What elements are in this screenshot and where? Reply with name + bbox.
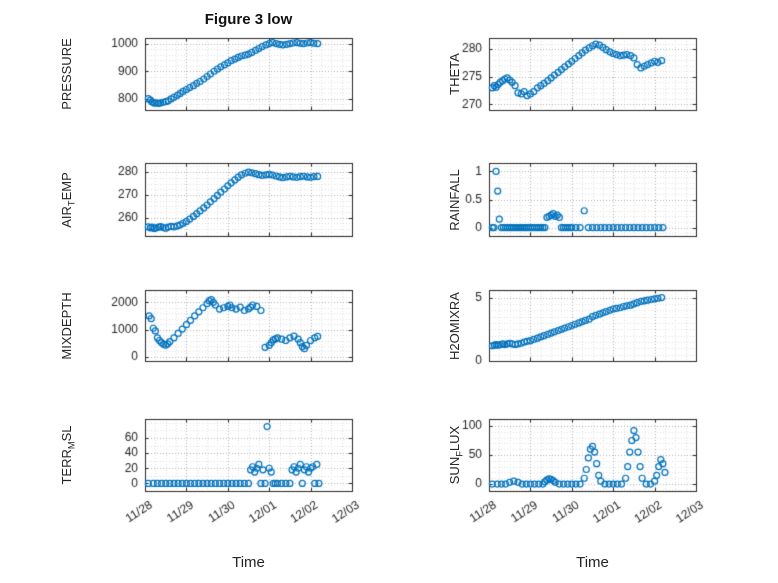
xlabel-time-right: Time <box>576 554 609 571</box>
xlabel-time-left: Time <box>232 554 265 571</box>
ylabel-sun-flux: SUNFLUX <box>447 425 465 485</box>
figure-title: Figure 3 low <box>204 11 293 28</box>
ylabel-terr-msl: TERRMSL <box>59 425 77 485</box>
